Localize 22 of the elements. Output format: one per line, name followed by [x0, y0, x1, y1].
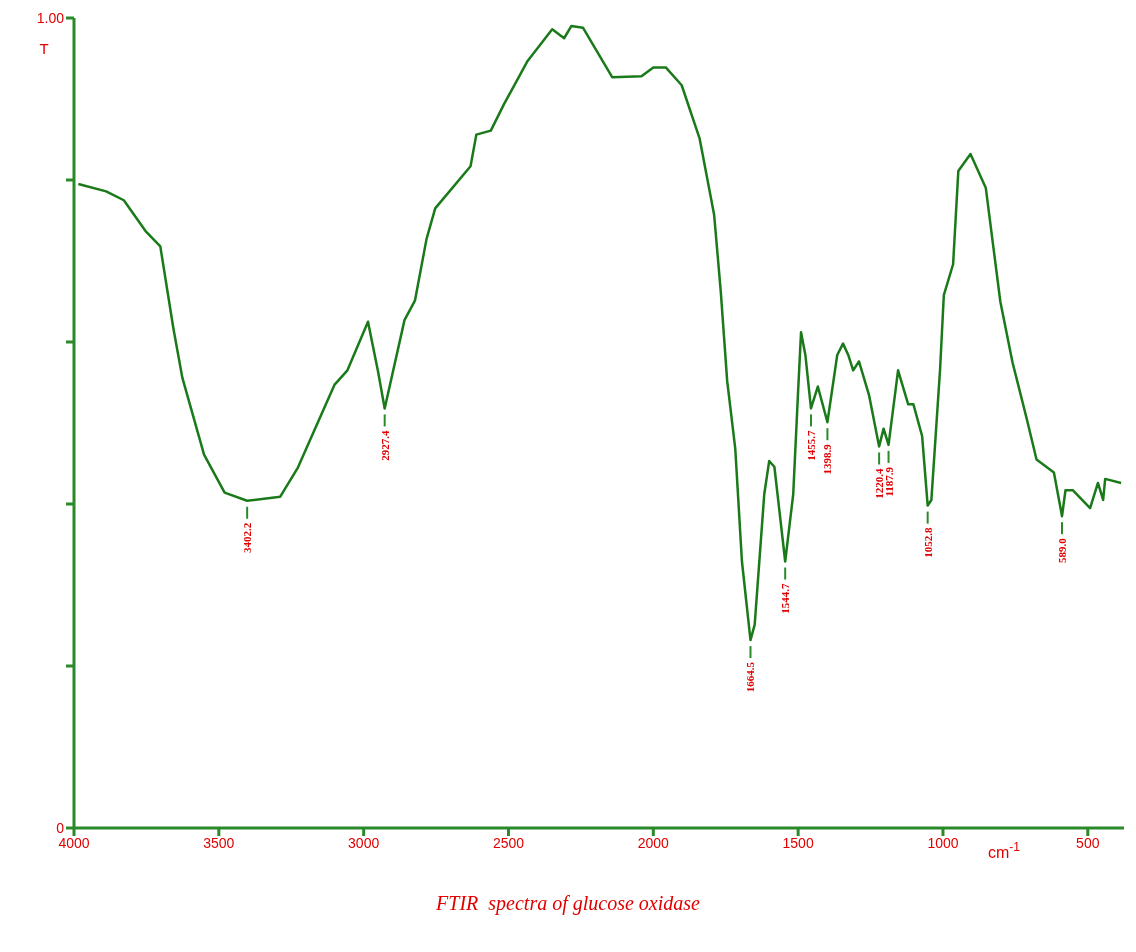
x-axis-title: cm$^{-1}$ [988, 840, 1021, 861]
y-axis-title: T [39, 40, 49, 57]
x-tick-label: 1500 [782, 834, 814, 851]
y-tick-label: 1.00 [36, 9, 65, 26]
annotation: 1398.9 [821, 443, 834, 475]
y-tick-label: 0 [56, 819, 65, 836]
text: FTIR spectra of glucose oxidase [435, 892, 701, 915]
x-tick-label: 500 [1076, 834, 1100, 851]
x-tick-label: 1000 [927, 834, 959, 851]
x-tick-label: 3000 [348, 834, 380, 851]
annotation: 1052.8 [921, 527, 934, 558]
annotation: 1664.5 [744, 661, 757, 693]
annotation: 1455.7 [804, 429, 817, 461]
annotation: 3402.2 [241, 522, 254, 554]
x-tick-label: 2000 [637, 834, 670, 851]
x-tick-label: 2500 [492, 834, 525, 851]
annotation: 2927.4 [378, 429, 391, 461]
line-series [77, 24, 1123, 642]
annotation: 1544.7 [779, 583, 792, 614]
annotation: 589.0 [1056, 537, 1069, 563]
x-tick-label: 4000 [58, 834, 90, 851]
x-tick-label: 3500 [203, 834, 235, 851]
